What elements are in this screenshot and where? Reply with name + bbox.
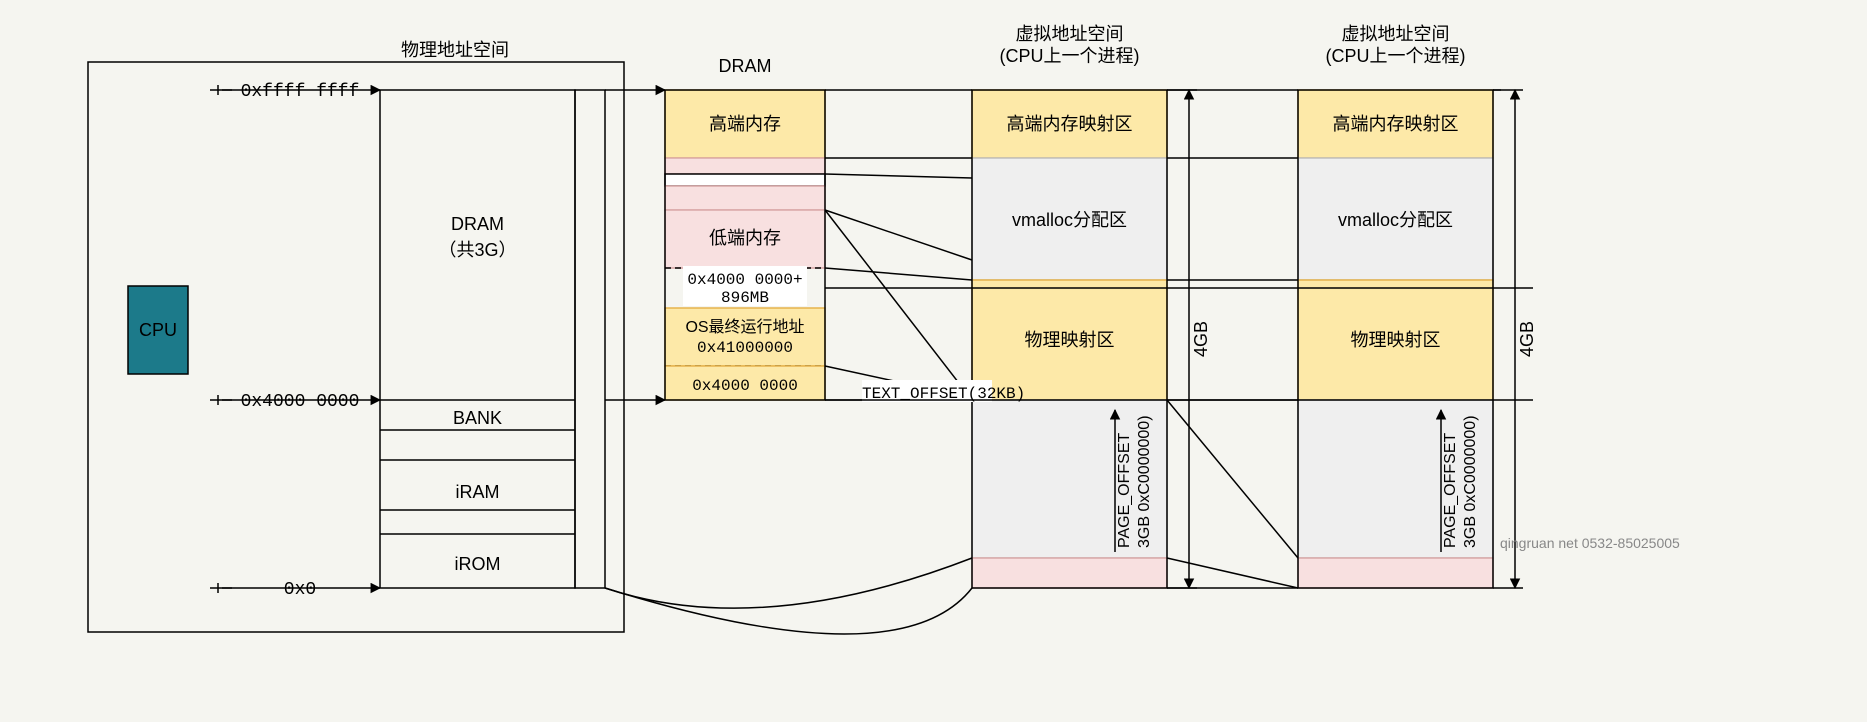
dram-strip1 xyxy=(665,158,825,174)
label: 物理映射区 xyxy=(1025,330,1115,350)
map-896 xyxy=(825,268,972,280)
phys-title: 物理地址空间 xyxy=(401,40,509,60)
phys-dram-label: DRAM xyxy=(451,214,504,234)
label: 高端内存映射区 xyxy=(1333,114,1459,134)
virt2-po1: PAGE_OFFSET xyxy=(1442,432,1459,548)
watermark: qingruan net 0532-85025005 xyxy=(1500,535,1680,551)
dram-high-label: 高端内存 xyxy=(709,114,781,134)
virt1-4gb: 4GB xyxy=(1191,321,1211,357)
virt1-title2: (CPU上一个进程) xyxy=(1000,46,1140,66)
line xyxy=(825,210,972,260)
label: 高端内存映射区 xyxy=(1007,114,1133,134)
label: OS最终运行地址 xyxy=(685,318,804,336)
addr-bot: 0x0 xyxy=(284,580,316,600)
phys-col-edge xyxy=(575,90,605,588)
phys-col xyxy=(380,90,575,588)
phys-irom: iROM xyxy=(455,554,501,574)
virt2-bottom xyxy=(1298,558,1493,588)
dram-strip-gap xyxy=(665,174,825,186)
virt1-title1: 虚拟地址空间 xyxy=(1016,24,1124,44)
phys-iram: iRAM xyxy=(456,482,500,502)
path xyxy=(1167,400,1298,558)
virt1-po2: 3GB 0xC0000000) xyxy=(1136,415,1153,548)
addr-top: 0xffff ffff xyxy=(241,82,360,102)
label: vmalloc分配区 xyxy=(1012,210,1127,230)
virt2-title1: 虚拟地址空间 xyxy=(1342,24,1450,44)
label: vmalloc分配区 xyxy=(1338,210,1453,230)
label: 896MB xyxy=(721,289,769,307)
phys-dram-sub: （共3G） xyxy=(438,240,516,260)
line xyxy=(825,174,972,178)
curve1 xyxy=(605,558,972,608)
virt2-4gb: 4GB xyxy=(1517,321,1537,357)
phys-bank: BANK xyxy=(453,408,502,428)
dram-title: DRAM xyxy=(719,56,772,76)
label: 物理映射区 xyxy=(1351,330,1441,350)
label: 0x4000 0000+ xyxy=(687,271,802,289)
dram-strip2 xyxy=(665,186,825,210)
virt1-bottom xyxy=(972,558,1167,588)
label: 0x41000000 xyxy=(697,339,793,357)
dram-os xyxy=(665,308,825,366)
curve2 xyxy=(605,588,972,634)
virt2-po2: 3GB 0xC0000000) xyxy=(1462,415,1479,548)
virt2-title2: (CPU上一个进程) xyxy=(1326,46,1466,66)
virt1-po1: PAGE_OFFSET xyxy=(1116,432,1133,548)
cpu-label: CPU xyxy=(139,320,177,340)
addr-mid: 0x4000 0000 xyxy=(241,392,360,412)
path xyxy=(1167,558,1298,588)
label: 0x4000 0000 xyxy=(692,377,798,395)
dram-low-label: 低端内存 xyxy=(709,228,781,248)
